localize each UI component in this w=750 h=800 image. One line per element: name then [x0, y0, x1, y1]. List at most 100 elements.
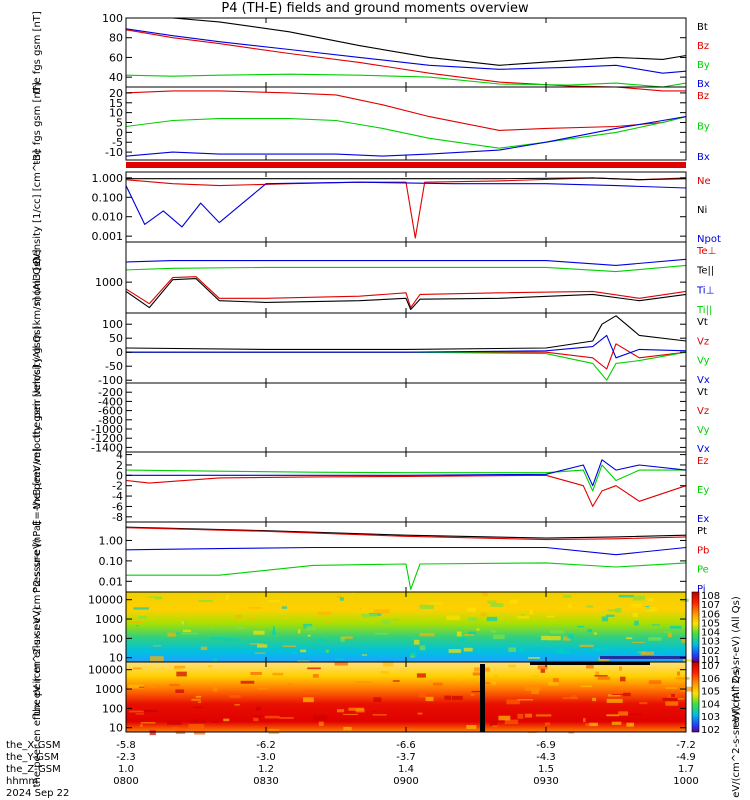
density-panel: 1.000 0.100 0.010 0.001 Density [1/cc] [cm^-…: [32, 150, 721, 264]
density-line-npot: [125, 181, 687, 228]
legend-ti||: Ti||: [696, 305, 712, 316]
y-tick-label: 100: [102, 318, 123, 331]
y-tick-label: 100: [102, 632, 123, 645]
y-tick-label: 0.100: [92, 191, 124, 204]
legend-ne: Ne: [697, 176, 711, 187]
y-tick-label: 10: [109, 722, 123, 735]
footer-row-label: hhmm: [6, 776, 38, 787]
temperature-frame: [125, 241, 687, 314]
footer-value: 1.2: [258, 764, 274, 775]
legend-by: By: [697, 60, 710, 71]
colorbar-tick-label: 104: [701, 699, 720, 710]
legend-vy: Vy: [697, 425, 710, 436]
data-gap-bar: [480, 664, 485, 732]
y-tick-label: 0: [116, 126, 123, 139]
footer-value: -7.2: [676, 740, 696, 751]
peir-spectrogram-ylabel: the peir en eflux eV (cm^2-s-sr-eV): [32, 538, 43, 715]
peer-velocity-ylabel: the peer velocity gsm [km/s] (All Qs): [32, 325, 43, 509]
colorbar-tick-label: 108: [701, 591, 720, 602]
peer-spectrogram-image: [126, 662, 686, 732]
fgs-mag-line-bt: [126, 17, 687, 66]
pressure-line-pi: [125, 546, 687, 556]
y-tick-label: 0.010: [92, 211, 124, 224]
temperature-line-te⊥: [125, 276, 687, 309]
pressure-line-pt: [125, 526, 687, 539]
fgs-comp-line-bx: [125, 116, 687, 157]
footer-row-label: 2024 Sep 22: [6, 788, 69, 799]
legend-te||: Te||: [696, 266, 714, 277]
temperature-ylabel: mom3 [eV]: [32, 249, 43, 305]
footer-value: -6.2: [256, 740, 276, 751]
y-tick-label: 1000: [95, 276, 123, 289]
legend-ex: Ex: [697, 514, 709, 525]
footer-value: -6.9: [536, 740, 556, 751]
y-tick-label: 10: [109, 107, 123, 120]
fgs-mag-line-bx: [125, 28, 687, 74]
y-tick-label: 0: [116, 469, 123, 482]
peir-velocity-line-vx: [126, 334, 687, 359]
y-tick-label: 80: [109, 32, 123, 45]
peer-velocity-frame: [125, 382, 687, 453]
efield-line-ey: [125, 464, 686, 492]
y-tick-label: -200: [98, 386, 123, 399]
efield-line-ez: [125, 474, 687, 507]
temperature-line-ti||: [125, 264, 687, 273]
footer-value: -4.9: [676, 752, 696, 763]
colorbar-tick-label: 102: [701, 725, 720, 736]
colorbar-tick-label: 105: [701, 618, 720, 629]
colorbar-tick-label: 105: [701, 687, 720, 698]
legend-ez: Ez: [697, 456, 709, 467]
y-tick-label: -10: [105, 146, 123, 159]
y-tick-label: 0.01: [99, 575, 124, 588]
footer-row-label: the_Y-GSM: [6, 752, 59, 763]
y-tick-label: 50: [109, 332, 123, 345]
footer-value: -5.8: [116, 740, 136, 751]
footer-value: 0800: [113, 776, 138, 787]
pressure-panel: 1.00 0.10 0.01 Pressure [nPa] Pt Pb Pe Pi: [32, 521, 709, 595]
footer-value: 1.4: [398, 764, 414, 775]
legend-bt: Bt: [697, 22, 708, 33]
legend-bz: Bz: [697, 91, 709, 102]
legend-vx: Vx: [697, 444, 710, 455]
temperature-panel: 1000 mom3 [eV] Te⊥ Te|| Ti⊥ Ti||: [32, 241, 716, 316]
y-tick-label: -4: [112, 490, 123, 503]
efield-line-ex: [126, 459, 687, 487]
y-tick-label: -8: [112, 511, 123, 524]
low-flux-band: [600, 656, 686, 659]
fgs-comp-frame: [125, 86, 687, 161]
footer-row-label: the_Z-GSM: [6, 764, 61, 775]
fgs-mag-panel: 100 80 60 40 the fgs gsm [nT] Bt Bz By Bx: [32, 11, 710, 94]
colorbar-tick-label: 107: [701, 661, 720, 672]
y-tick-label: 20: [109, 87, 123, 100]
footer-value: 0830: [253, 776, 278, 787]
y-tick-label: 0.001: [92, 230, 124, 243]
y-tick-label: 10: [109, 652, 123, 665]
pressure-line-pb: [125, 527, 687, 541]
density-ylabel: Density [1/cc] [cm^-3]: [32, 150, 43, 264]
legend-bx: Bx: [697, 79, 710, 90]
footer-value: -2.3: [116, 752, 136, 763]
legend-vz: Vz: [697, 406, 709, 417]
legend-vx: Vx: [697, 375, 710, 386]
legend-bz: Bz: [697, 41, 709, 52]
y-tick-label: -1200: [91, 432, 123, 445]
legend-ti⊥: Ti⊥: [696, 285, 714, 296]
pressure-line-pe: [126, 562, 687, 590]
legend-ey: Ey: [697, 485, 709, 496]
colorbar-tick-label: 103: [701, 712, 720, 723]
pressure-ylabel: Pressure [nPa]: [32, 521, 43, 593]
temperature-line-te||: [125, 278, 687, 311]
y-tick-label: 1000: [95, 683, 123, 696]
y-tick-label: 1.000: [92, 172, 124, 185]
legend-pi: Pi: [697, 584, 706, 595]
y-tick-label: -5: [112, 136, 123, 149]
y-tick-label: 15: [109, 97, 123, 110]
peir-velocity-line-vz: [126, 343, 687, 370]
legend-pe: Pe: [697, 565, 709, 576]
